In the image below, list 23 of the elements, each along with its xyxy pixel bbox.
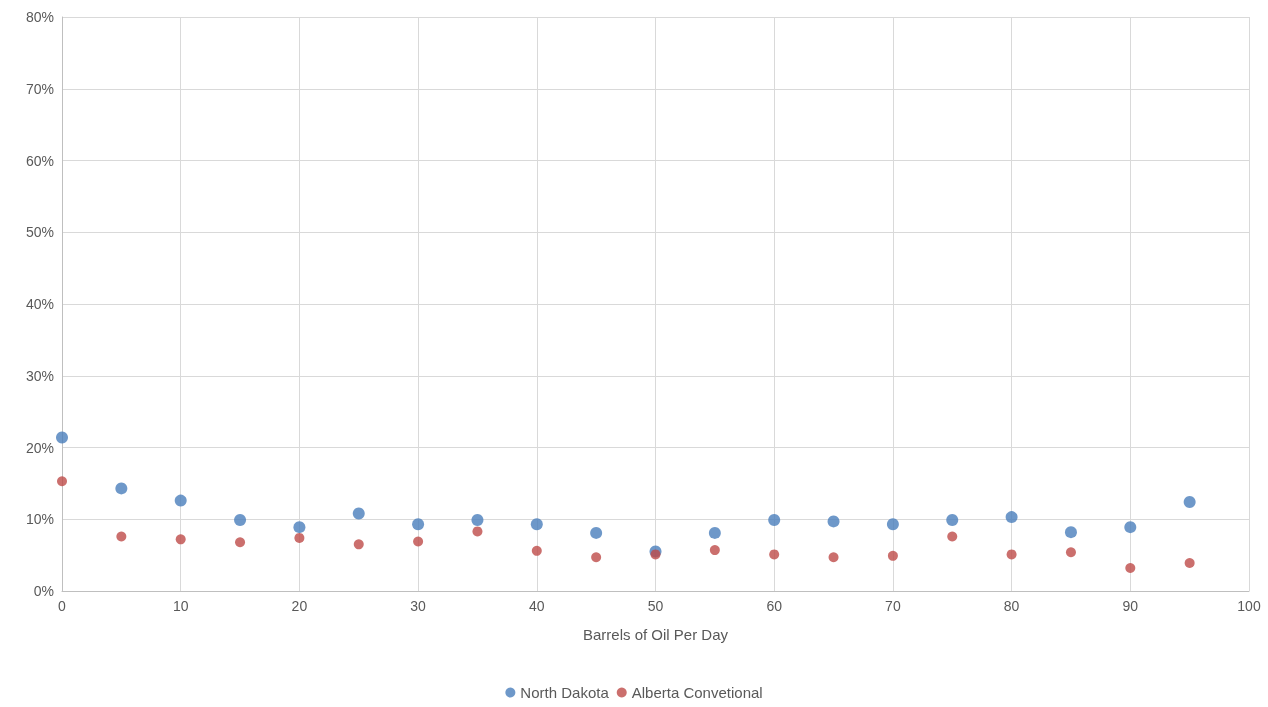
x-tick-label: 60: [766, 598, 783, 614]
y-tick-label: 30%: [25, 367, 54, 384]
x-tick-label: 100: [1237, 598, 1261, 614]
legend-label: Alberta Convetional: [631, 684, 763, 701]
x-axis-title: Barrels of Oil Per Day: [582, 626, 729, 643]
y-tick-label: 70%: [25, 80, 54, 97]
x-tick-label: 80: [1003, 598, 1020, 614]
x-tick-label: 40: [529, 598, 545, 614]
y-tick-label: 80%: [25, 9, 54, 25]
x-tick-label: 70: [885, 598, 901, 614]
y-tick-label: 60%: [25, 152, 54, 169]
y-tick-label: 20%: [25, 439, 54, 456]
legend-label: North Dakota: [520, 684, 610, 701]
x-tick-label: 10: [172, 598, 189, 614]
x-tick-label: 0: [58, 598, 67, 614]
y-tick-label: 0%: [33, 583, 54, 599]
y-tick-label: 50%: [25, 224, 54, 241]
x-tick-label: 90: [1122, 598, 1139, 614]
y-tick-label: 10%: [25, 511, 54, 528]
y-tick-label: 40%: [25, 296, 54, 312]
x-tick-label: 30: [410, 598, 427, 614]
x-tick-label: 50: [647, 598, 664, 614]
x-tick-label: 20: [291, 598, 308, 614]
